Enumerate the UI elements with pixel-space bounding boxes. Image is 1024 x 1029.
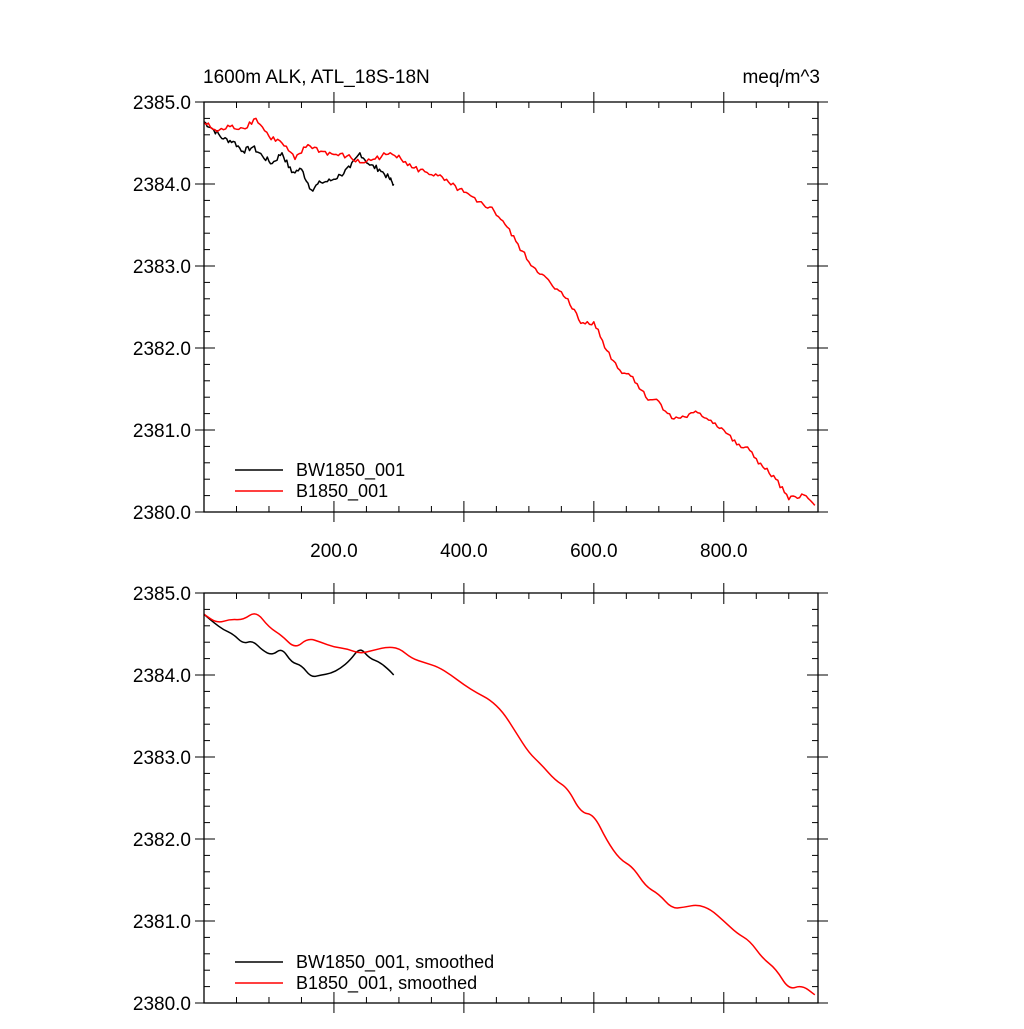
top-legend: BW1850_001 B1850_001 xyxy=(235,460,405,502)
top-xtick-label: 800.0 xyxy=(700,541,748,562)
bottom-series xyxy=(203,613,816,996)
top-xtick-label: 400.0 xyxy=(440,541,488,562)
top-xtick-label: 600.0 xyxy=(570,541,618,562)
top-ticks: 200.0 400.0 600.0 800.0 2380.0 2381.0 2382.0 23… xyxy=(133,92,828,562)
top-series-line-0 xyxy=(203,121,395,192)
bottom-ytick-label: 2383.0 xyxy=(133,748,191,769)
top-ytick-label: 2382.0 xyxy=(133,339,191,360)
bottom-series-line-1 xyxy=(203,613,816,996)
bottom-legend: BW1850_001, smoothed B1850_001, smoothed xyxy=(235,952,494,994)
top-ytick-label: 2385.0 xyxy=(133,93,191,114)
bottom-panel: 2380.0 2381.0 2382.0 2383.0 2384.0 2385.0 BW1… xyxy=(133,583,828,1015)
top-ytick-label: 2381.0 xyxy=(133,421,191,442)
top-ytick-label: 2383.0 xyxy=(133,257,191,278)
top-title-right: meq/m^3 xyxy=(742,67,820,88)
bottom-ytick-label: 2381.0 xyxy=(133,912,191,933)
bottom-ticks: 2380.0 2381.0 2382.0 2383.0 2384.0 2385.0 xyxy=(133,583,828,1015)
bottom-ytick-label: 2385.0 xyxy=(133,584,191,605)
bottom-plot-frame xyxy=(203,592,819,1004)
top-series-line-1 xyxy=(203,117,816,506)
top-series xyxy=(203,117,816,506)
top-title-left: 1600m ALK, ATL_18S-18N xyxy=(203,67,430,88)
top-ytick-label: 2384.0 xyxy=(133,175,191,196)
bottom-ytick-label: 2384.0 xyxy=(133,666,191,687)
bottom-legend-label-0: BW1850_001, smoothed xyxy=(296,952,494,973)
top-legend-label-0: BW1850_001 xyxy=(296,460,405,481)
top-ytick-label: 2380.0 xyxy=(133,503,191,524)
top-xtick-label: 200.0 xyxy=(310,541,358,562)
bottom-series-line-0 xyxy=(203,613,395,678)
bottom-legend-label-1: B1850_001, smoothed xyxy=(296,973,477,994)
top-plot-frame xyxy=(203,101,819,513)
bottom-ytick-label: 2382.0 xyxy=(133,830,191,851)
top-legend-label-1: B1850_001 xyxy=(296,481,388,502)
top-panel: 1600m ALK, ATL_18S-18N meq/m^3 200.0 400.… xyxy=(133,67,828,562)
bottom-ytick-label: 2380.0 xyxy=(133,994,191,1015)
